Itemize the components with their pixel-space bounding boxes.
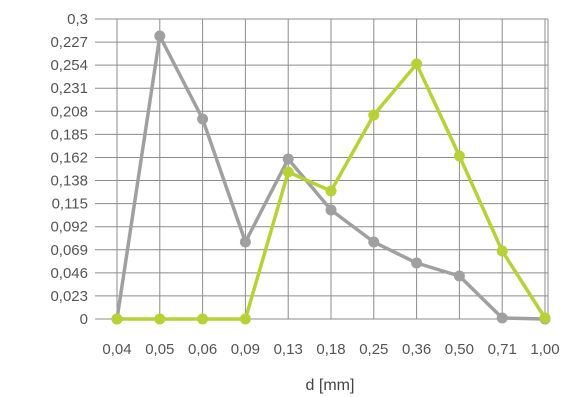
- x-tick-label: 0,36: [402, 341, 431, 358]
- data-point: [197, 113, 209, 125]
- y-tick-label: 0,092: [50, 219, 88, 236]
- data-point: [282, 166, 294, 178]
- x-tick-label: 0,71: [488, 341, 517, 358]
- y-tick-label: 0,138: [50, 173, 88, 190]
- data-point: [496, 312, 508, 324]
- y-tick-label: 0,3: [67, 11, 88, 28]
- grid: [95, 18, 549, 320]
- data-point: [368, 109, 380, 121]
- data-point: [453, 270, 465, 282]
- data-point: [239, 236, 251, 248]
- y-tick-label: 0,162: [50, 149, 88, 166]
- data-point: [325, 204, 337, 216]
- x-tick-label: 0,13: [274, 341, 303, 358]
- data-point: [496, 245, 508, 257]
- y-tick-label: 0,208: [50, 103, 88, 120]
- y-tick-label: 0,185: [50, 126, 88, 143]
- data-point: [411, 257, 423, 269]
- data-point: [325, 185, 337, 197]
- data-point: [239, 313, 251, 325]
- data-point: [197, 313, 209, 325]
- data-point: [453, 150, 465, 162]
- y-tick-label: 0,069: [50, 242, 88, 259]
- x-tick-label: 0,09: [231, 341, 260, 358]
- data-point: [411, 58, 423, 70]
- x-tick-label: 0,04: [102, 341, 131, 358]
- x-axis-ticks: 0,04 0,05 0,06 0,09 0,13 0,18 0,25 0,36 0,50 0,71…: [102, 341, 559, 358]
- data-point: [282, 153, 294, 165]
- data-point: [154, 30, 166, 42]
- x-tick-label: 0,25: [359, 341, 388, 358]
- y-tick-label: 0: [80, 311, 88, 328]
- series-group: [111, 30, 551, 325]
- y-tick-label: 0,254: [50, 57, 88, 74]
- data-point: [539, 312, 551, 324]
- x-tick-label: 0,06: [188, 341, 217, 358]
- x-tick-label: 0,50: [445, 341, 474, 358]
- y-tick-label: 0,231: [50, 80, 88, 97]
- x-tick-label: 0,05: [145, 341, 174, 358]
- x-tick-label: 1,00: [530, 341, 559, 358]
- x-axis-title: d [mm]: [306, 377, 355, 394]
- x-tick-label: 0,18: [316, 341, 345, 358]
- y-axis-ticks: 0 0,023 0,046 0,069 0,092 0,115 0,138 0,162 0,18…: [50, 11, 88, 328]
- data-point: [111, 313, 123, 325]
- y-tick-label: 0,115: [52, 196, 88, 213]
- y-tick-label: 0,227: [50, 34, 88, 51]
- data-point: [154, 313, 166, 325]
- y-tick-label: 0,023: [50, 288, 88, 305]
- data-point: [368, 236, 380, 248]
- y-tick-label: 0,046: [50, 265, 88, 282]
